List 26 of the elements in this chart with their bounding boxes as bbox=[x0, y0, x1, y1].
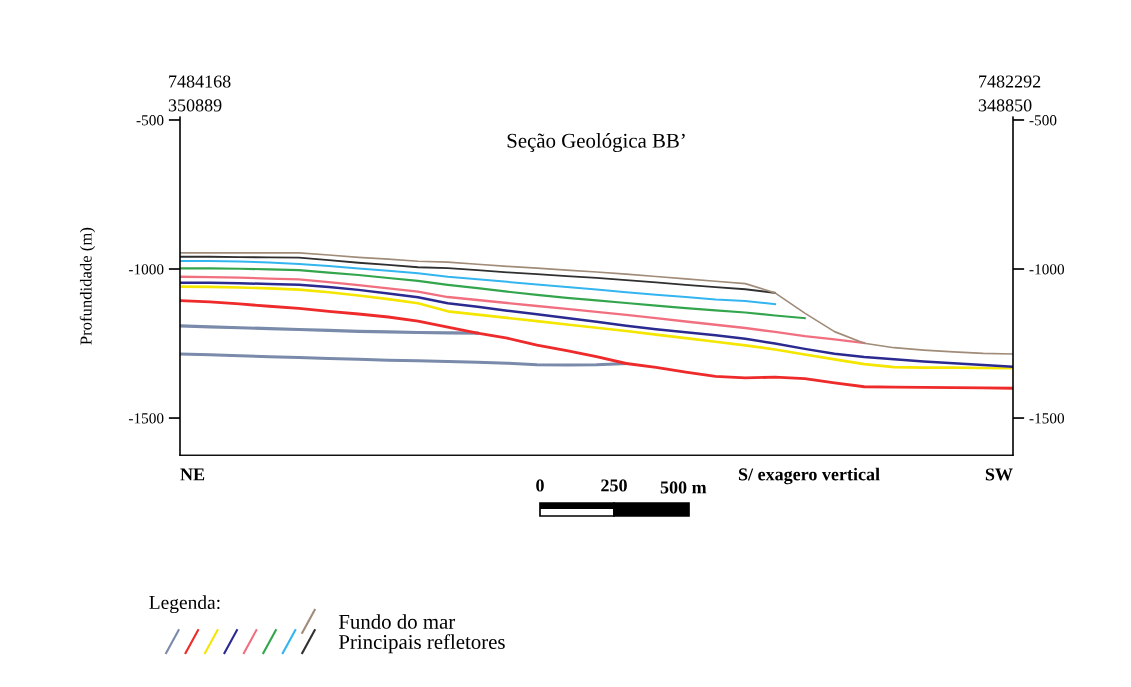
y2-tick-label: -1500 bbox=[1029, 413, 1065, 424]
y-tick-label: -500 bbox=[136, 115, 164, 126]
legend-label: Fundo do mar bbox=[338, 614, 456, 629]
y2-tick-label: -1000 bbox=[1029, 264, 1065, 275]
text: S/ exagero vertical bbox=[738, 467, 880, 485]
line-series bbox=[180, 255, 776, 294]
y2-tick-label: -500 bbox=[1029, 115, 1057, 126]
text: 0 bbox=[536, 479, 544, 492]
text: 7484168 350889 bbox=[168, 75, 231, 112]
text: SW bbox=[985, 468, 1013, 481]
legend-title: Legenda: bbox=[149, 595, 220, 614]
text: 7482292 348850 bbox=[978, 75, 1041, 112]
y-tick-label: -1000 bbox=[128, 264, 164, 275]
text: NE bbox=[180, 468, 205, 481]
text: 500 m bbox=[660, 481, 707, 494]
line-series bbox=[180, 275, 866, 345]
line-series bbox=[180, 299, 1013, 390]
line-series bbox=[180, 252, 1013, 355]
legend-label: Principais refletores bbox=[338, 634, 505, 654]
text: 250 bbox=[601, 479, 627, 492]
text: Seção Geológica BB’ bbox=[507, 133, 685, 153]
y-axis-title: Profundidade (m) bbox=[79, 227, 96, 345]
y-tick-label: -1500 bbox=[128, 413, 164, 424]
line-series bbox=[180, 259, 776, 306]
line-series bbox=[180, 267, 806, 320]
line-series bbox=[180, 324, 480, 335]
